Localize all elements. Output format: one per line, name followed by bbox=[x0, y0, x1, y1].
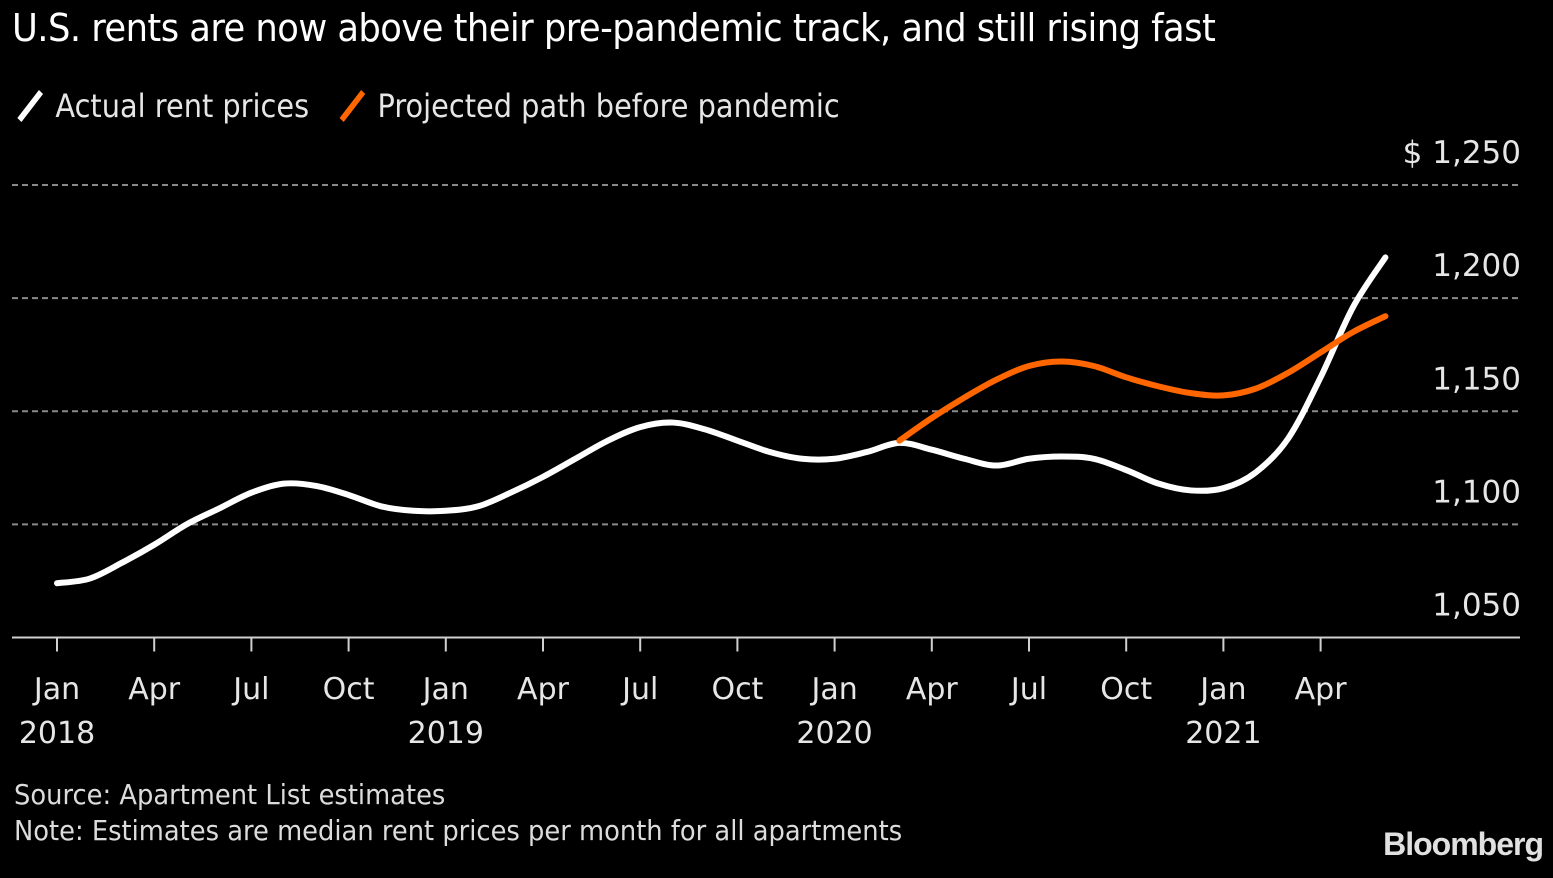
y-tick-label: 1,200 bbox=[1432, 248, 1521, 284]
series-line-actual bbox=[54, 254, 1389, 587]
legend-item-projected: Projected path before pandemic bbox=[336, 86, 840, 126]
legend: Actual rent prices Projected path before… bbox=[14, 86, 867, 126]
x-axis-labels: Jan 2018 Apr Jul Oct Jan 2019 Apr Jul Oct Jan 2020 A… bbox=[19, 672, 1347, 751]
x-tick-label: Jul bbox=[231, 672, 269, 707]
x-tick-label: Jul bbox=[620, 672, 658, 707]
legend-swatch-icon bbox=[339, 90, 366, 122]
y-tick-label: 1,150 bbox=[1432, 361, 1521, 397]
legend-label-actual: Actual rent prices bbox=[55, 87, 310, 125]
legend-swatch-icon bbox=[17, 90, 44, 122]
series-line-projected bbox=[896, 313, 1389, 444]
x-tick-label: Apr bbox=[128, 672, 181, 707]
x-tick-label: Jan bbox=[809, 672, 857, 707]
x-tick-label: Jan bbox=[32, 672, 80, 707]
legend-swatch-actual bbox=[17, 90, 44, 122]
x-tick-label: Jan bbox=[1198, 672, 1246, 707]
legend-label-projected: Projected path before pandemic bbox=[377, 87, 840, 125]
x-tick-label: Apr bbox=[906, 672, 959, 707]
footnote: Note: Estimates are median rent prices p… bbox=[14, 814, 903, 847]
gridlines bbox=[12, 184, 1520, 526]
x-axis-ticks bbox=[56, 637, 1322, 652]
x-tick-label: Oct bbox=[323, 672, 375, 707]
y-tick-label: $ 1,250 bbox=[1403, 135, 1521, 171]
x-year-label: 2018 bbox=[19, 716, 95, 751]
legend-swatch-projected bbox=[339, 90, 366, 122]
x-year-label: 2019 bbox=[408, 716, 484, 751]
x-tick-label: Oct bbox=[1100, 672, 1152, 707]
x-tick-label: Jan bbox=[421, 672, 469, 707]
y-axis-labels: 1,050 1,100 1,150 1,200 $ 1,250 bbox=[1403, 135, 1521, 624]
legend-item-actual: Actual rent prices bbox=[14, 86, 309, 126]
x-tick-label: Apr bbox=[517, 672, 570, 707]
source-note: Source: Apartment List estimates bbox=[14, 778, 446, 811]
x-tick-label: Apr bbox=[1295, 672, 1348, 707]
series-lines bbox=[54, 254, 1389, 587]
x-tick-label: Oct bbox=[711, 672, 763, 707]
bloomberg-logo: Bloomberg bbox=[1383, 826, 1544, 862]
x-tick-label: Jul bbox=[1009, 672, 1047, 707]
chart-title: U.S. rents are now above their pre-pande… bbox=[12, 6, 1216, 50]
y-tick-label: 1,100 bbox=[1432, 474, 1521, 510]
y-tick-label: 1,050 bbox=[1432, 588, 1521, 624]
x-year-label: 2021 bbox=[1185, 716, 1261, 751]
x-year-label: 2020 bbox=[796, 716, 872, 751]
